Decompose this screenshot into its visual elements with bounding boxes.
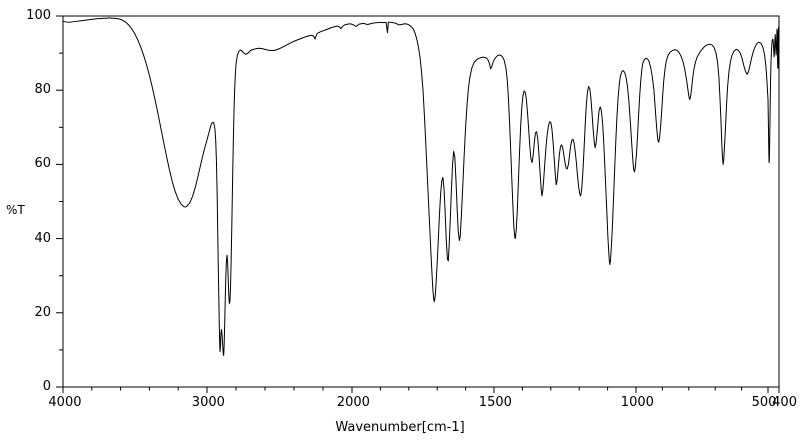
y-tick-label: 80 xyxy=(34,82,51,98)
x-tick-label: 1500 xyxy=(478,395,512,410)
x-axis-label: Wavenumber[cm-1] xyxy=(335,420,465,435)
plot-frame xyxy=(62,15,780,388)
axis-ticks xyxy=(56,15,780,393)
transmittance-trace xyxy=(62,17,780,356)
y-tick-label: 100 xyxy=(26,8,51,23)
y-tick-label: 20 xyxy=(34,304,51,320)
x-tick-label: 3000 xyxy=(191,395,225,410)
y-axis-label: %T xyxy=(6,203,25,217)
plot-border xyxy=(62,15,780,388)
x-tick-label: 1000 xyxy=(620,395,654,410)
x-tick-label: 400 xyxy=(772,395,797,410)
spectrum-curve xyxy=(62,17,780,356)
y-tick-label: 60 xyxy=(34,156,51,172)
y-tick-label: 0 xyxy=(42,379,51,394)
y-tick-label: 40 xyxy=(34,230,51,246)
x-tick-label: 4000 xyxy=(48,395,82,410)
x-tick-label: 2000 xyxy=(336,395,370,410)
x-tick-label: 500 xyxy=(751,395,777,410)
